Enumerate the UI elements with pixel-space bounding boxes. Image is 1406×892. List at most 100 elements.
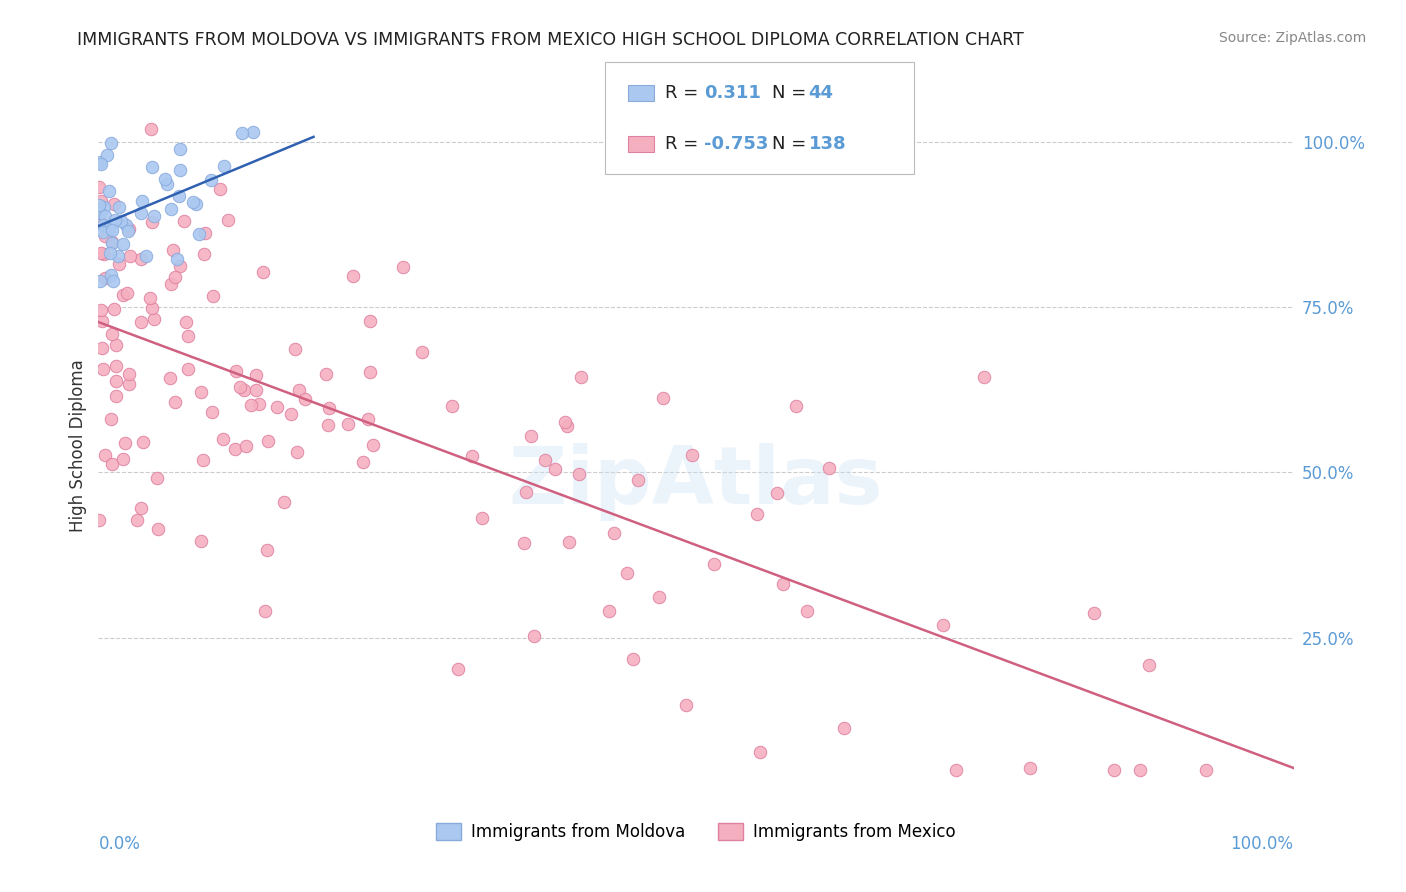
Point [252, 264, 274, 278]
Point [224, 442, 246, 457]
Point [131, 206, 153, 220]
Point [159, 370, 181, 384]
Point [235, 438, 257, 452]
Y-axis label: High School Diploma: High School Diploma [69, 359, 87, 533]
Point [110, 214, 132, 228]
Point [558, 535, 581, 549]
Point [818, 461, 841, 475]
Point [112, 452, 135, 467]
Point [91, 361, 114, 376]
Point [139, 291, 162, 305]
Point [554, 416, 576, 430]
Text: 0.311: 0.311 [704, 84, 761, 102]
Point [111, 287, 134, 301]
Point [93, 270, 115, 285]
Point [284, 342, 307, 356]
Point [1083, 607, 1105, 621]
Point [89, 211, 111, 225]
Point [337, 417, 360, 431]
Point [316, 417, 339, 432]
Point [98, 221, 121, 235]
Point [94, 229, 117, 244]
Point [1129, 763, 1152, 777]
Point [214, 159, 236, 173]
Point [569, 369, 592, 384]
Point [143, 312, 166, 326]
Point [90, 246, 112, 260]
Point [233, 383, 256, 397]
Point [392, 260, 415, 274]
Point [190, 384, 212, 399]
Point [90, 341, 112, 355]
Point [191, 453, 214, 467]
Point [117, 224, 139, 238]
Point [131, 435, 153, 450]
Point [89, 155, 111, 169]
Point [598, 604, 620, 618]
Point [104, 213, 127, 227]
Point [141, 160, 163, 174]
Point [118, 249, 141, 263]
Point [169, 162, 191, 177]
Point [342, 268, 364, 283]
Point [96, 148, 118, 162]
Point [621, 652, 644, 666]
Point [318, 401, 340, 415]
Text: 0.0%: 0.0% [98, 835, 141, 853]
Point [675, 698, 697, 712]
Text: -0.753: -0.753 [704, 135, 769, 153]
Point [114, 435, 136, 450]
Point [515, 485, 537, 500]
Point [167, 189, 190, 203]
Point [247, 397, 270, 411]
Point [513, 535, 536, 549]
Point [105, 359, 128, 374]
Point [141, 215, 163, 229]
Text: IMMIGRANTS FROM MOLDOVA VS IMMIGRANTS FROM MEXICO HIGH SCHOOL DIPLOMA CORRELATIO: IMMIGRANTS FROM MOLDOVA VS IMMIGRANTS FR… [77, 31, 1024, 49]
Point [87, 513, 110, 527]
Point [681, 448, 703, 462]
Point [105, 337, 128, 351]
Point [447, 662, 470, 676]
Point [280, 407, 302, 421]
Point [146, 471, 169, 485]
Point [143, 209, 166, 223]
Point [245, 368, 267, 382]
Point [115, 286, 138, 301]
Point [100, 268, 122, 282]
Point [93, 200, 115, 214]
Point [242, 125, 264, 139]
Point [212, 432, 235, 446]
Point [97, 184, 120, 198]
Point [166, 252, 188, 267]
Point [94, 448, 117, 462]
Point [440, 400, 463, 414]
Text: ZipAtlas: ZipAtlas [509, 442, 883, 521]
Point [91, 218, 114, 232]
Point [101, 235, 124, 249]
Point [131, 194, 153, 209]
Point [555, 418, 578, 433]
Point [1019, 761, 1042, 775]
Point [107, 200, 129, 214]
Point [544, 462, 567, 476]
Point [785, 399, 807, 413]
Point [160, 277, 183, 292]
Point [98, 246, 121, 260]
Point [90, 302, 112, 317]
Point [256, 542, 278, 557]
Point [471, 510, 494, 524]
Point [146, 522, 169, 536]
Point [89, 179, 111, 194]
Point [135, 249, 157, 263]
Point [100, 457, 122, 471]
Point [163, 269, 186, 284]
Point [231, 126, 253, 140]
Point [107, 249, 129, 263]
Legend: Immigrants from Moldova, Immigrants from Mexico: Immigrants from Moldova, Immigrants from… [429, 816, 963, 848]
Point [103, 197, 125, 211]
Point [190, 533, 212, 548]
Point [174, 315, 197, 329]
Point [131, 315, 153, 329]
Point [616, 566, 638, 581]
